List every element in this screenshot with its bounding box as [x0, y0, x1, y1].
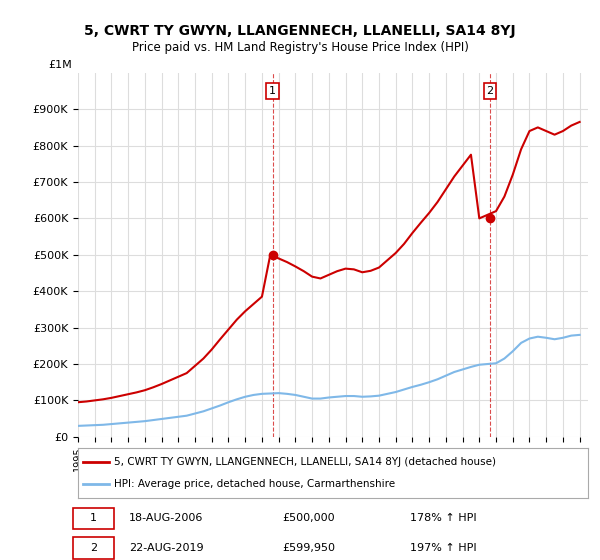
- Text: 178% ↑ HPI: 178% ↑ HPI: [409, 514, 476, 524]
- Text: 1: 1: [90, 514, 97, 524]
- Text: 197% ↑ HPI: 197% ↑ HPI: [409, 543, 476, 553]
- Text: 18-AUG-2006: 18-AUG-2006: [129, 514, 203, 524]
- Text: 5, CWRT TY GWYN, LLANGENNECH, LLANELLI, SA14 8YJ: 5, CWRT TY GWYN, LLANGENNECH, LLANELLI, …: [84, 24, 516, 38]
- Text: £599,950: £599,950: [282, 543, 335, 553]
- Text: 2: 2: [90, 543, 97, 553]
- Text: £500,000: £500,000: [282, 514, 335, 524]
- Text: £1M: £1M: [48, 60, 72, 70]
- Text: HPI: Average price, detached house, Carmarthenshire: HPI: Average price, detached house, Carm…: [114, 479, 395, 489]
- Text: 2: 2: [487, 86, 493, 96]
- FancyBboxPatch shape: [73, 507, 114, 529]
- FancyBboxPatch shape: [73, 537, 114, 559]
- Text: 1: 1: [269, 86, 276, 96]
- Text: 22-AUG-2019: 22-AUG-2019: [129, 543, 203, 553]
- Text: 5, CWRT TY GWYN, LLANGENNECH, LLANELLI, SA14 8YJ (detached house): 5, CWRT TY GWYN, LLANGENNECH, LLANELLI, …: [114, 457, 496, 467]
- Text: Price paid vs. HM Land Registry's House Price Index (HPI): Price paid vs. HM Land Registry's House …: [131, 41, 469, 54]
